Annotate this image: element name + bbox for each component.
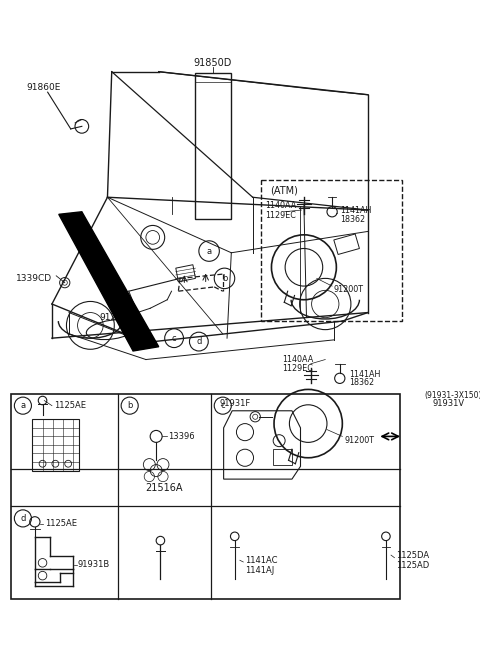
Text: 1129EC: 1129EC bbox=[283, 364, 313, 373]
Polygon shape bbox=[59, 212, 159, 351]
Text: 1141AH: 1141AH bbox=[340, 206, 371, 215]
Text: 1125AE: 1125AE bbox=[54, 401, 85, 410]
Text: b: b bbox=[222, 274, 227, 283]
Text: c: c bbox=[172, 333, 176, 343]
Text: b: b bbox=[127, 401, 132, 410]
Text: 1140AA: 1140AA bbox=[283, 355, 314, 364]
Text: 91860E: 91860E bbox=[26, 83, 60, 92]
Text: 91931V: 91931V bbox=[433, 400, 465, 409]
Text: (ATM): (ATM) bbox=[271, 185, 299, 195]
Text: 1125AD: 1125AD bbox=[396, 561, 430, 570]
Text: 91931B: 91931B bbox=[78, 560, 110, 569]
Text: 1141AH: 1141AH bbox=[349, 369, 381, 379]
Text: 1339CD: 1339CD bbox=[16, 274, 52, 283]
Text: 91931F: 91931F bbox=[219, 400, 251, 409]
Text: 91850D: 91850D bbox=[193, 58, 232, 68]
Bar bbox=[32, 419, 79, 470]
Bar bbox=[261, 180, 402, 321]
Text: 1140AA: 1140AA bbox=[265, 201, 297, 210]
Text: (91931-3X150): (91931-3X150) bbox=[424, 391, 480, 400]
Text: 91200M: 91200M bbox=[99, 313, 135, 322]
Text: 21516A: 21516A bbox=[145, 483, 182, 493]
Text: 1125DA: 1125DA bbox=[396, 551, 429, 559]
Text: 1141AC: 1141AC bbox=[245, 555, 277, 565]
Text: 91200T: 91200T bbox=[344, 436, 374, 445]
Text: c: c bbox=[220, 401, 225, 410]
Text: 18362: 18362 bbox=[349, 378, 374, 387]
Text: 1129EC: 1129EC bbox=[265, 211, 296, 219]
Text: 13396: 13396 bbox=[168, 432, 195, 441]
Text: a: a bbox=[20, 401, 25, 410]
Text: d: d bbox=[196, 337, 202, 346]
Text: 91200T: 91200T bbox=[334, 285, 364, 294]
Bar bbox=[273, 449, 292, 464]
Text: 1125AE: 1125AE bbox=[45, 519, 77, 528]
Bar bbox=[195, 73, 231, 219]
Text: d: d bbox=[20, 514, 25, 523]
Bar bbox=[11, 394, 400, 599]
Text: 1141AJ: 1141AJ bbox=[245, 566, 274, 575]
Text: 18362: 18362 bbox=[340, 215, 365, 224]
Text: a: a bbox=[206, 246, 212, 255]
